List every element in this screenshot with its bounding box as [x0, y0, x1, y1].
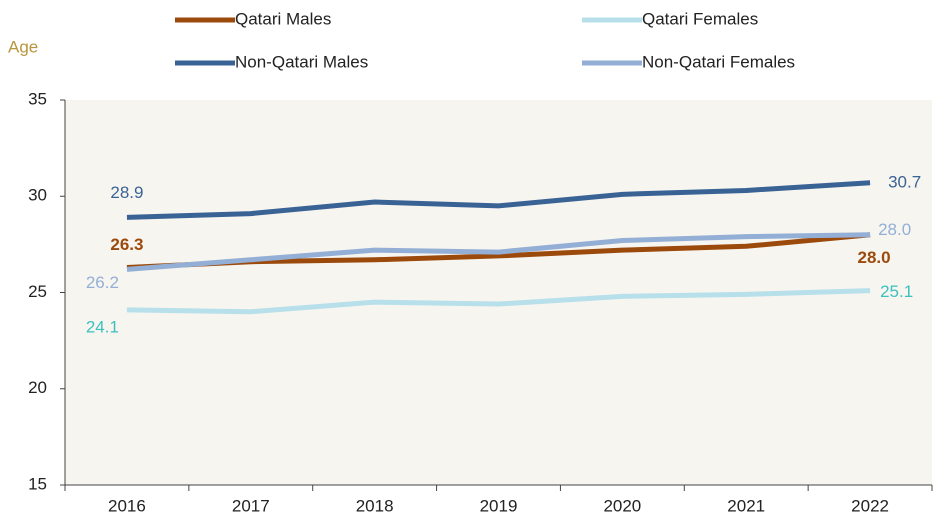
- data-label: 28.9: [110, 183, 143, 202]
- legend-label: Qatari Females: [642, 9, 758, 28]
- x-tick-label: 2016: [108, 496, 146, 515]
- data-label: 25.1: [880, 282, 913, 301]
- legend-label: Qatari Males: [235, 9, 331, 28]
- series-line: [126, 232, 871, 272]
- y-tick-label: 15: [28, 474, 47, 493]
- x-tick-label: 2018: [356, 496, 394, 515]
- y-tick-label: 35: [28, 89, 47, 108]
- x-tick-label: 2021: [727, 496, 765, 515]
- series-line: [126, 288, 871, 315]
- data-label: 26.3: [110, 235, 143, 254]
- data-label: 24.1: [86, 317, 119, 336]
- x-tick-label: 2019: [480, 496, 518, 515]
- x-tick-label: 2020: [603, 496, 641, 515]
- legend-label: Non-Qatari Females: [642, 52, 795, 71]
- data-label: 28.0: [878, 220, 911, 239]
- y-tick-label: 20: [28, 378, 47, 397]
- y-tick-label: 30: [28, 186, 47, 205]
- y-tick-label: 25: [28, 282, 47, 301]
- x-tick-label: 2022: [851, 496, 889, 515]
- data-label: 26.2: [86, 273, 119, 292]
- y-axis-label: Age: [8, 37, 38, 56]
- data-label: 28.0: [858, 248, 891, 267]
- series-line: [126, 180, 871, 220]
- legend-label: Non-Qatari Males: [235, 52, 368, 71]
- data-label: 30.7: [888, 172, 921, 191]
- x-tick-label: 2017: [232, 496, 270, 515]
